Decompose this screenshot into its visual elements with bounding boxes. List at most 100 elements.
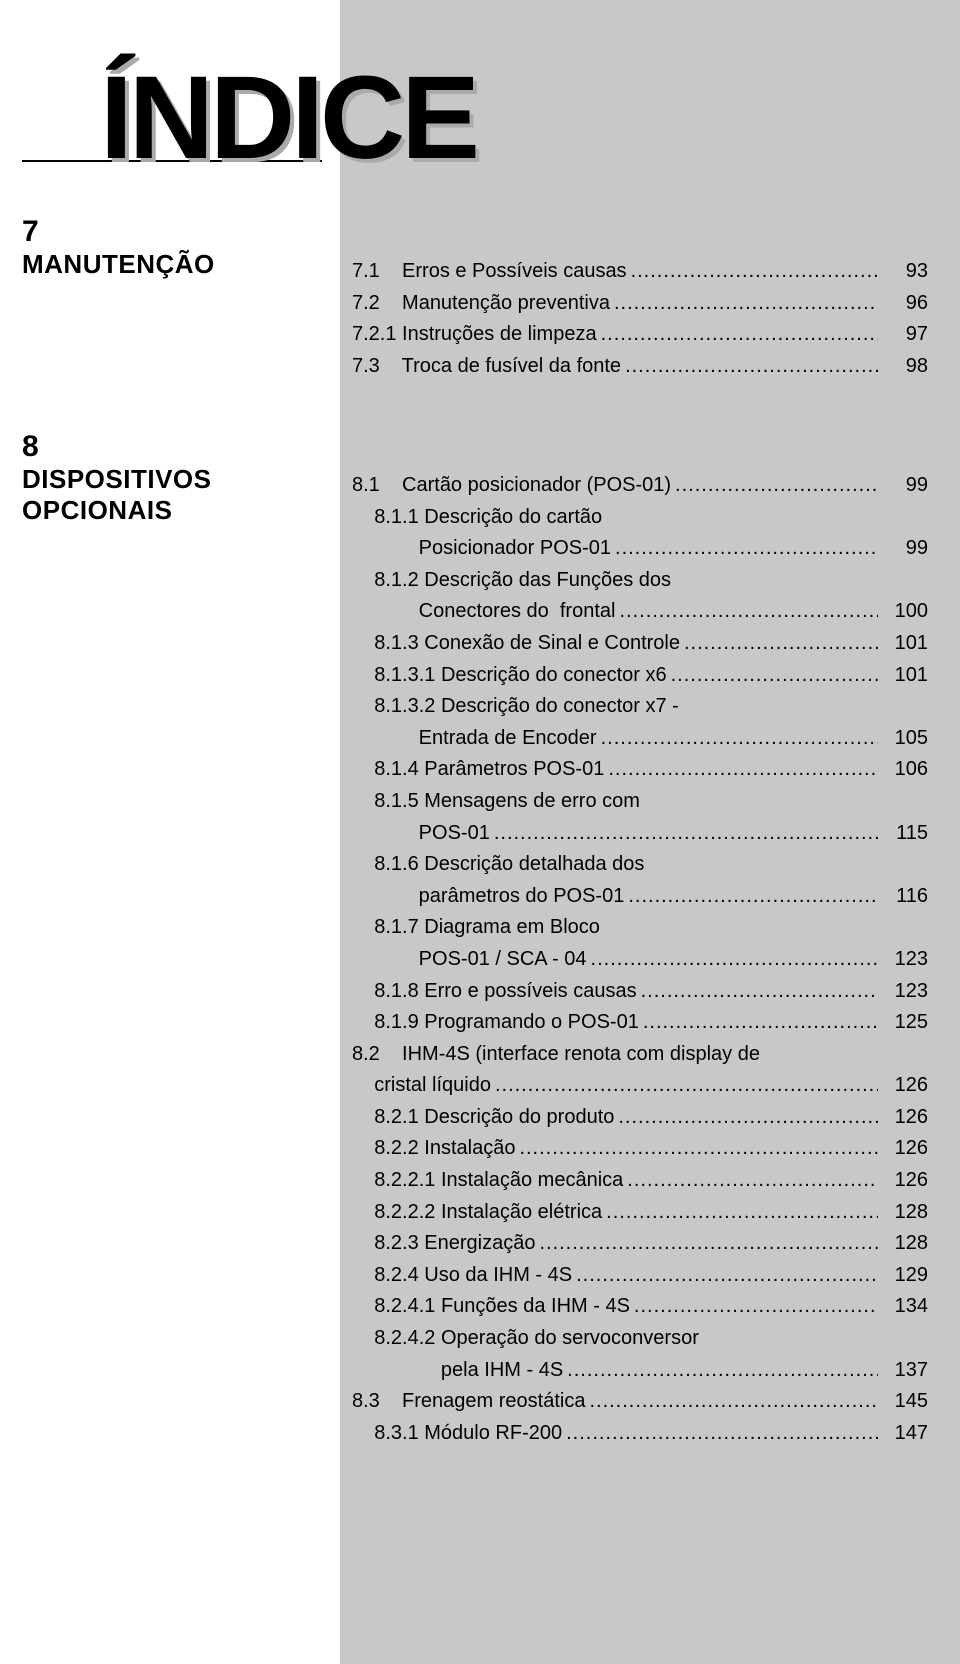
toc-row: 8.1.8 Erro e possíveis causas...........…	[352, 976, 928, 1008]
toc-entry-label: 8.1.3.2 Descrição do conector x7 -	[352, 691, 679, 723]
toc-section-7: 7.1 Erros e Possíveis causas............…	[352, 256, 928, 382]
toc-entry-label: 7.2 Manutenção preventiva	[352, 288, 610, 320]
page: ÍNDICE ÍNDICE 7 MANUTENÇÃO 8 DISPOSITIVO…	[0, 0, 960, 1664]
toc-entry-label: 8.2.4.2 Operação do servoconversor	[352, 1323, 699, 1355]
toc-page-number: 134	[878, 1291, 928, 1323]
toc-row: Posicionador POS-01.....................…	[352, 533, 928, 565]
toc-page-number: 99	[878, 470, 928, 502]
section-7-name: MANUTENÇÃO	[22, 249, 322, 280]
toc-page-number: 137	[878, 1355, 928, 1387]
toc-leader-dots: ........................................…	[614, 1102, 878, 1134]
section-7-number: 7	[22, 215, 322, 249]
toc-entry-label: 8.2.2.1 Instalação mecânica	[352, 1165, 623, 1197]
toc-continuation: parâmetros do POS-01	[352, 881, 624, 913]
toc-continuation: POS-01	[352, 818, 490, 850]
toc-leader-dots: ........................................…	[630, 1291, 878, 1323]
toc-leader-dots: ........................................…	[627, 256, 878, 288]
toc-page-number: 99	[878, 533, 928, 565]
toc-page-number: 105	[878, 723, 928, 755]
toc-row: 7.1 Erros e Possíveis causas............…	[352, 256, 928, 288]
toc-entry-label: 7.2.1 Instruções de limpeza	[352, 319, 597, 351]
toc-leader-dots: ........................................…	[604, 754, 878, 786]
toc-entry-label: 8.2.3 Energização	[352, 1228, 535, 1260]
toc-leader-dots: ........................................…	[615, 596, 878, 628]
toc-row: 8.1 Cartão posicionador (POS-01)........…	[352, 470, 928, 502]
toc-page-number: 123	[878, 944, 928, 976]
toc-entry-label: 8.2.1 Descrição do produto	[352, 1102, 614, 1134]
toc-row: 8.1.3 Conexão de Sinal e Controle.......…	[352, 628, 928, 660]
toc-entry-label: 8.2.2.2 Instalação elétrica	[352, 1197, 602, 1229]
toc-page-number: 101	[878, 660, 928, 692]
section-8-heading: 8 DISPOSITIVOS OPCIONAIS	[22, 430, 322, 526]
toc-page-number: 128	[878, 1228, 928, 1260]
toc-page-number: 96	[878, 288, 928, 320]
toc-row: POS-01 / SCA - 04.......................…	[352, 944, 928, 976]
toc-row: 8.1.3.2 Descrição do conector x7 -	[352, 691, 928, 723]
toc-row: 8.2.4.1 Funções da IHM - 4S.............…	[352, 1291, 928, 1323]
toc-continuation: Conectores do frontal	[352, 596, 615, 628]
toc-leader-dots: ........................................…	[490, 818, 878, 850]
toc-page-number: 97	[878, 319, 928, 351]
toc-leader-dots: ........................................…	[515, 1133, 878, 1165]
toc-entry-label: 8.3.1 Módulo RF-200	[352, 1418, 562, 1450]
toc-leader-dots: ........................................…	[621, 351, 878, 383]
toc-leader-dots: ........................................…	[585, 1386, 878, 1418]
toc-row: 8.2.4 Uso da IHM - 4S...................…	[352, 1260, 928, 1292]
toc-row: 8.3 Frenagem reostática.................…	[352, 1386, 928, 1418]
toc-row: cristal líquido.........................…	[352, 1070, 928, 1102]
toc-page-number: 101	[878, 628, 928, 660]
toc-entry-label: 8.1.1 Descrição do cartão	[352, 502, 602, 534]
toc-entry-label: 8.1.3 Conexão de Sinal e Controle	[352, 628, 680, 660]
toc-page-number: 106	[878, 754, 928, 786]
toc-continuation: POS-01 / SCA - 04	[352, 944, 587, 976]
toc-row: 8.1.2 Descrição das Funções dos	[352, 565, 928, 597]
toc-continuation: Entrada de Encoder	[352, 723, 597, 755]
toc-continuation: pela IHM - 4S	[352, 1355, 563, 1387]
toc-row: 8.2 IHM-4S (interface renota com display…	[352, 1039, 928, 1071]
toc-page-number: 128	[878, 1197, 928, 1229]
toc-entry-label: 8.2.4.1 Funções da IHM - 4S	[352, 1291, 630, 1323]
toc-row: Conectores do frontal...................…	[352, 596, 928, 628]
toc-entry-label: 8.3 Frenagem reostática	[352, 1386, 585, 1418]
page-title: ÍNDICE	[100, 50, 880, 186]
toc-leader-dots: ........................................…	[611, 533, 878, 565]
toc-leader-dots: ........................................…	[637, 976, 878, 1008]
toc-row: 8.1.7 Diagrama em Bloco	[352, 912, 928, 944]
toc-leader-dots: ........................................…	[602, 1197, 878, 1229]
toc-leader-dots: ........................................…	[535, 1228, 878, 1260]
toc-row: 8.2.2 Instalação........................…	[352, 1133, 928, 1165]
toc-leader-dots: ........................................…	[639, 1007, 878, 1039]
toc-leader-dots: ........................................…	[680, 628, 878, 660]
toc-leader-dots: ........................................…	[610, 288, 878, 320]
toc-entry-label: 8.1.3.1 Descrição do conector x6	[352, 660, 667, 692]
toc-section-8: 8.1 Cartão posicionador (POS-01)........…	[352, 470, 928, 1449]
toc-entry-label: 8.1.2 Descrição das Funções dos	[352, 565, 671, 597]
toc-leader-dots: ........................................…	[671, 470, 878, 502]
toc-page-number: 100	[878, 596, 928, 628]
toc-entry-label: 8.1.7 Diagrama em Bloco	[352, 912, 600, 944]
toc-continuation: Posicionador POS-01	[352, 533, 611, 565]
toc-row: 8.1.3.1 Descrição do conector x6........…	[352, 660, 928, 692]
toc-page-number: 116	[878, 881, 928, 913]
toc-row: 8.2.2.1 Instalação mecânica.............…	[352, 1165, 928, 1197]
toc-entry-label: 8.2.2 Instalação	[352, 1133, 515, 1165]
toc-entry-label: 7.1 Erros e Possíveis causas	[352, 256, 627, 288]
section-8-name-line1: DISPOSITIVOS	[22, 464, 322, 495]
toc-entry-label: 8.2.4 Uso da IHM - 4S	[352, 1260, 572, 1292]
toc-entry-label: 8.1.6 Descrição detalhada dos	[352, 849, 644, 881]
toc-row: 8.1.6 Descrição detalhada dos	[352, 849, 928, 881]
toc-row: parâmetros do POS-01....................…	[352, 881, 928, 913]
toc-page-number: 147	[878, 1418, 928, 1450]
toc-leader-dots: ........................................…	[667, 660, 878, 692]
toc-page-number: 125	[878, 1007, 928, 1039]
toc-page-number: 98	[878, 351, 928, 383]
toc-page-number: 115	[878, 818, 928, 850]
toc-entry-label: 8.1.5 Mensagens de erro com	[352, 786, 640, 818]
toc-row: 7.2 Manutenção preventiva...............…	[352, 288, 928, 320]
toc-entry-label: 8.1.9 Programando o POS-01	[352, 1007, 639, 1039]
toc-page-number: 93	[878, 256, 928, 288]
toc-entry-label: 7.3 Troca de fusível da fonte	[352, 351, 621, 383]
toc-page-number: 123	[878, 976, 928, 1008]
toc-row: 8.3.1 Módulo RF-200.....................…	[352, 1418, 928, 1450]
toc-leader-dots: ........................................…	[587, 944, 878, 976]
